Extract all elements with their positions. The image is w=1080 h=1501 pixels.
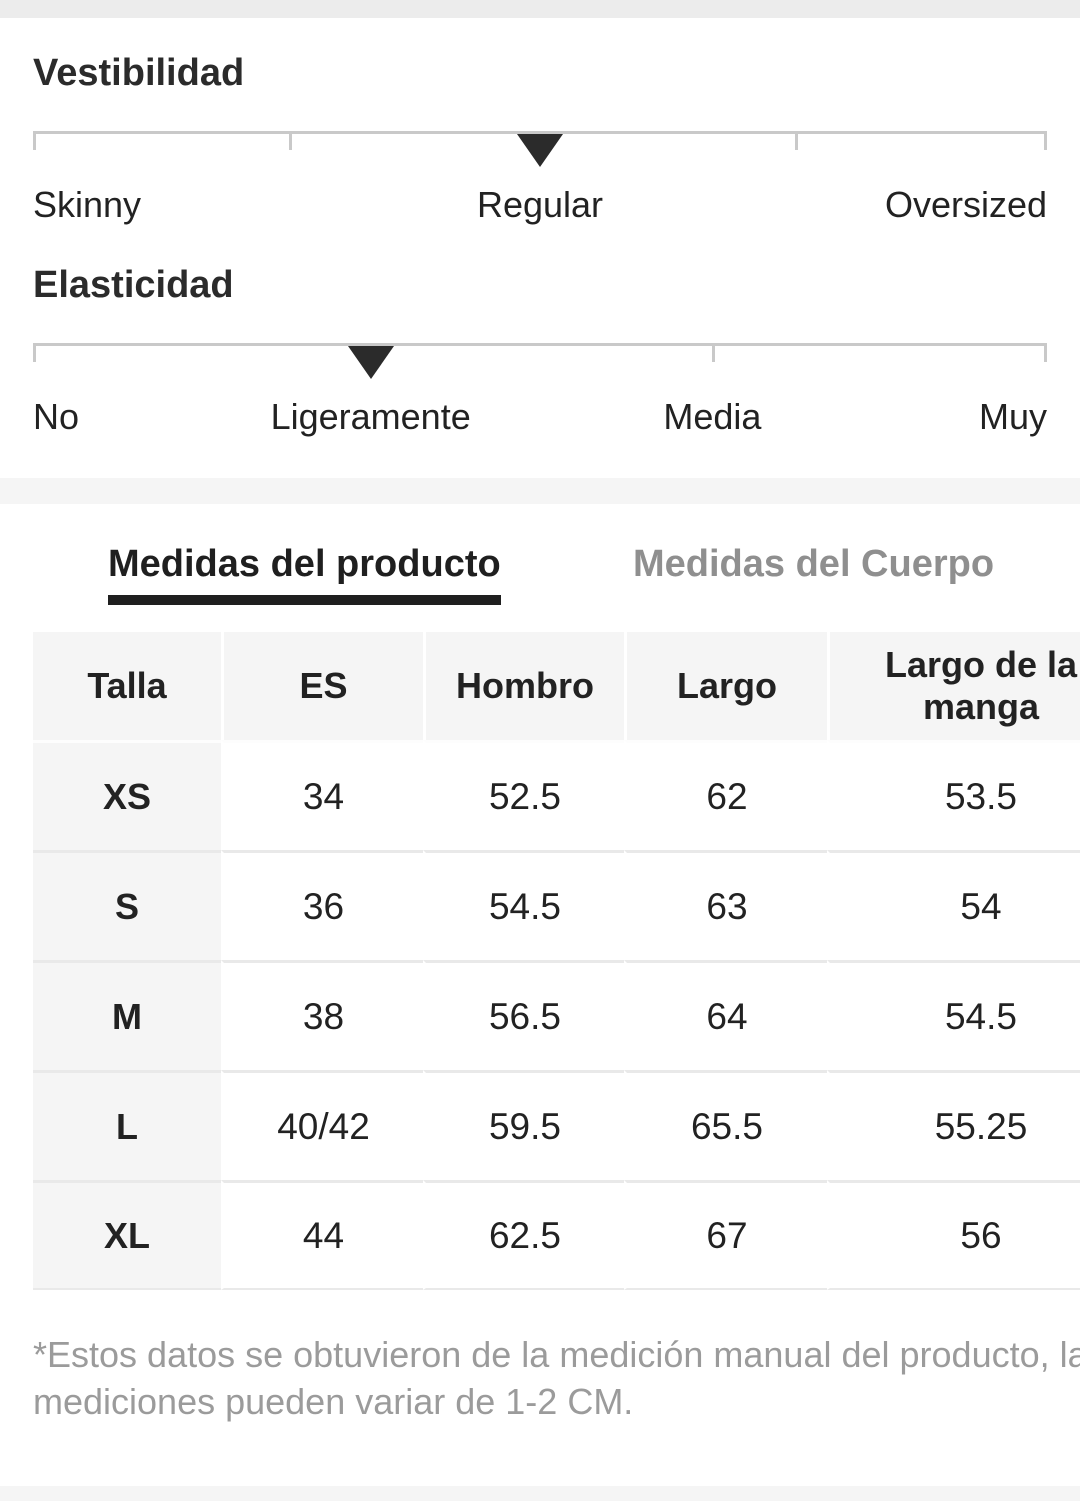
fit-slider-track [33,131,1047,134]
cell-value: 52.5 [423,740,624,850]
cell-value: 44 [221,1180,423,1290]
table-row: S 36 54.5 63 54 [33,850,1080,960]
top-separator-strip [0,0,1080,18]
cell-value: 40/42 [221,1070,423,1180]
stretch-tick-two-thirds [712,343,716,362]
size-label: L [33,1070,221,1180]
stretch-option-no: No [33,396,80,437]
cell-value: 54.5 [827,960,1080,1070]
cell-value: 56 [827,1180,1080,1290]
disclaimer-line-2: mediciones pueden variar de 1-2 CM. [33,1381,634,1422]
header-largo-manga: Largo de la manga [827,632,1080,740]
cell-value: 65.5 [624,1070,827,1180]
size-label: XL [33,1180,221,1290]
stretch-selected-marker-icon [347,346,394,379]
cell-value: 62.5 [423,1180,624,1290]
stretch-option-media: Media [663,396,762,437]
stretch-option-ligeramente: Ligeramente [270,396,471,437]
fit-tick-right [794,131,798,150]
fit-tick-end [1044,131,1047,150]
header-hombro: Hombro [423,632,624,740]
size-table: Talla ES Hombro Largo Largo de la manga … [33,632,1080,1290]
cell-value: 55.25 [827,1070,1080,1180]
cell-value: 63 [624,850,827,960]
stretch-tick-start [33,343,36,362]
stretch-slider-track [33,343,1047,346]
fit-section-title: Vestibilidad [33,52,245,94]
cell-value: 36 [221,850,423,960]
cell-value: 59.5 [423,1070,624,1180]
header-talla: Talla [33,632,221,740]
table-row: XS 34 52.5 62 53.5 [33,740,1080,850]
fit-option-oversized: Oversized [884,184,1047,225]
fit-option-regular: Regular [476,184,604,225]
tab-body-measurements[interactable]: Medidas del Cuerpo [633,543,995,585]
size-label: S [33,850,221,960]
fit-option-skinny: Skinny [33,184,142,225]
fit-tick-start [33,131,36,150]
disclaimer-line-1: *Estos datos se obtuvieron de la medició… [33,1334,1080,1375]
fit-selected-marker-icon [517,134,563,167]
cell-value: 54.5 [423,850,624,960]
size-label: XS [33,740,221,850]
cell-value: 64 [624,960,827,1070]
table-header-row: Talla ES Hombro Largo Largo de la manga [33,632,1080,740]
cell-value: 34 [221,740,423,850]
table-row: L 40/42 59.5 65.5 55.25 [33,1070,1080,1180]
section-divider-band [0,478,1080,504]
measurement-disclaimer: *Estos datos se obtuvieron de la medició… [33,1331,1080,1425]
cell-value: 62 [624,740,827,850]
header-es: ES [221,632,423,740]
stretch-tick-end [1044,343,1047,362]
cell-value: 54 [827,850,1080,960]
size-table-container[interactable]: Talla ES Hombro Largo Largo de la manga … [33,632,1080,1290]
fit-tick-left [288,131,292,150]
fit-indicator-slider: Skinny Regular Oversized [33,131,1047,241]
table-row: XL 44 62.5 67 56 [33,1180,1080,1290]
stretch-option-muy: Muy [978,396,1047,437]
bottom-separator-strip [0,1486,1080,1501]
header-largo: Largo [624,632,827,740]
cell-value: 67 [624,1180,827,1290]
tab-product-measurements[interactable]: Medidas del producto [108,543,501,605]
cell-value: 56.5 [423,960,624,1070]
size-label: M [33,960,221,1070]
table-row: M 38 56.5 64 54.5 [33,960,1080,1070]
stretch-section-title: Elasticidad [33,264,234,306]
cell-value: 38 [221,960,423,1070]
cell-value: 53.5 [827,740,1080,850]
stretch-indicator-slider: No Ligeramente Media Muy [33,343,1047,453]
